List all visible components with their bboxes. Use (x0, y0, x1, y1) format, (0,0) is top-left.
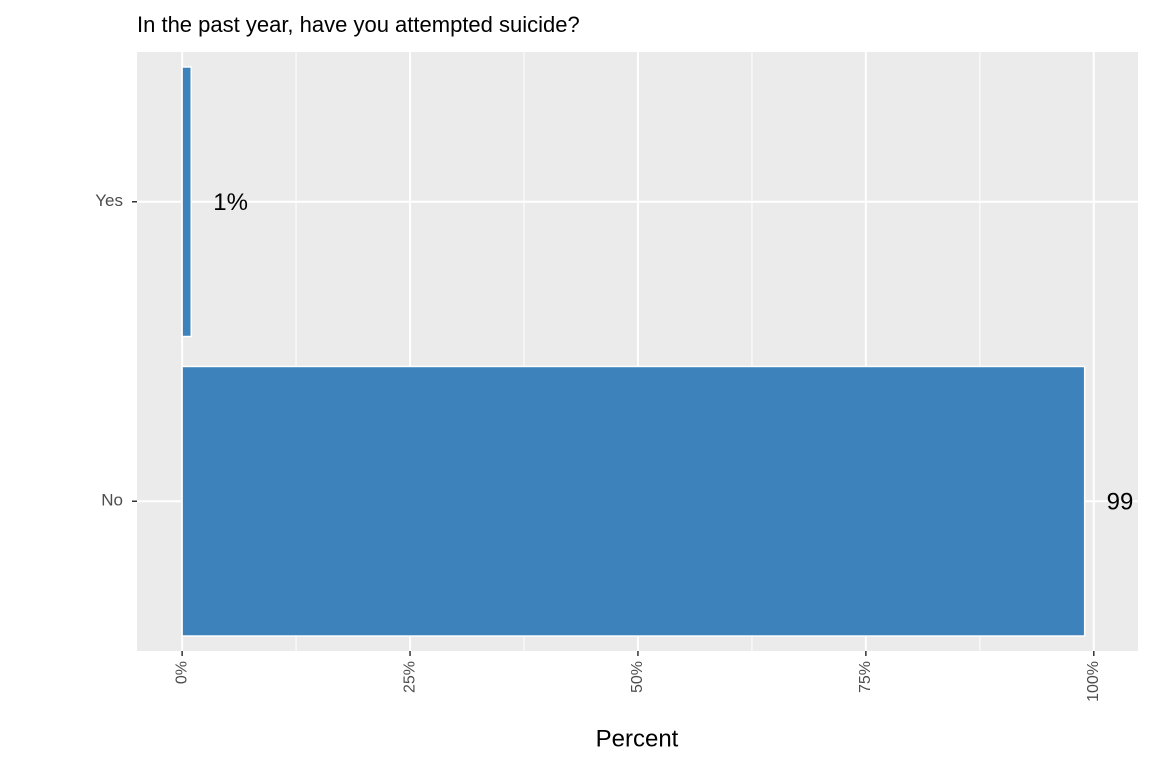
x-tick-label: 50% (629, 661, 646, 693)
y-tick-label: No (101, 491, 123, 510)
chart-title: In the past year, have you attempted sui… (137, 12, 580, 37)
x-axis-label: Percent (596, 725, 679, 752)
x-tick-label: 100% (1085, 661, 1102, 702)
value-label: 1% (213, 189, 248, 216)
value-label: 99 (1107, 489, 1134, 516)
x-tick-label: 75% (857, 661, 874, 693)
bar (181, 66, 192, 338)
y-tick-label: Yes (95, 191, 123, 210)
x-tick-label: 25% (401, 661, 418, 693)
bar (181, 365, 1086, 637)
x-tick-label: 0% (173, 661, 190, 684)
